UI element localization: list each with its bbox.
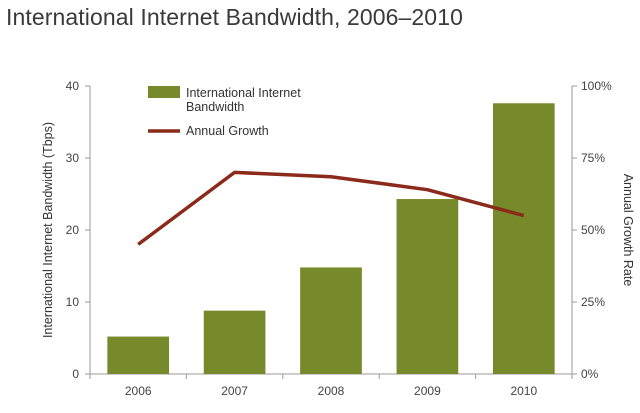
y-axis-title: International Internet Bandwidth (Tbps)	[41, 122, 55, 338]
bar-2009	[396, 199, 459, 374]
y2-axis-title: Annual Growth Rate	[621, 174, 635, 287]
bar-2008	[300, 267, 362, 374]
legend-label-bandwidth: Bandwidth	[186, 100, 244, 114]
left-tick-label: 20	[66, 223, 80, 237]
left-tick-label: 40	[66, 79, 80, 93]
right-tick-label: 100%	[581, 79, 612, 93]
x-tick-label: 2009	[414, 384, 441, 398]
bar-2010	[492, 103, 555, 374]
legend-label-bandwidth: International Internet	[186, 86, 301, 100]
legend-swatch-bandwidth	[148, 86, 180, 98]
bar-2006	[107, 336, 170, 374]
right-tick-label: 75%	[581, 151, 605, 165]
annual-growth-line	[137, 170, 525, 246]
left-tick-label: 30	[66, 151, 80, 165]
x-tick-label: 2010	[510, 384, 537, 398]
left-tick-label: 10	[66, 295, 80, 309]
right-tick-label: 0%	[581, 367, 599, 381]
chart-title: International Internet Bandwidth, 2006–2…	[6, 4, 463, 30]
legend-label-growth: Annual Growth	[186, 124, 269, 138]
left-tick-label: 0	[72, 367, 79, 381]
x-tick-label: 2008	[318, 384, 345, 398]
x-tick-label: 2007	[221, 384, 248, 398]
bar-2007	[203, 310, 266, 374]
right-tick-label: 25%	[581, 295, 605, 309]
x-tick-label: 2006	[125, 384, 152, 398]
right-tick-label: 50%	[581, 223, 605, 237]
